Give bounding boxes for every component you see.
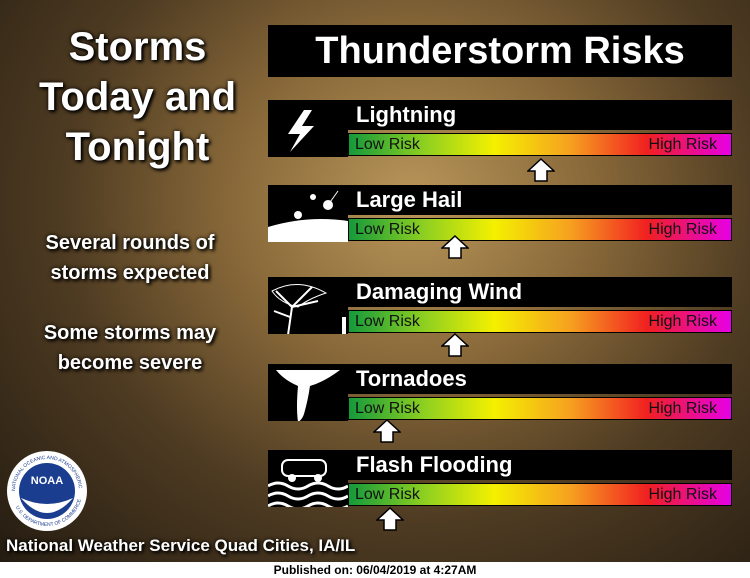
arrow-shape bbox=[375, 506, 405, 531]
low-label: Low Risk bbox=[355, 221, 420, 238]
risk-scale: Low Risk High Risk bbox=[348, 483, 732, 506]
icon-graphic bbox=[268, 190, 348, 243]
published: Published on: 06/04/2019 at 4:27AM bbox=[0, 562, 750, 578]
high-label: High Risk bbox=[648, 221, 717, 238]
arrow-shape bbox=[440, 332, 470, 357]
low-label: Low Risk bbox=[355, 400, 420, 417]
low-label: Low Risk bbox=[355, 136, 420, 153]
risk-scale: Low Risk High Risk bbox=[348, 397, 732, 420]
risk-label: Damaging Wind bbox=[348, 277, 732, 307]
heading-line: Tonight bbox=[65, 125, 210, 169]
low-label: Low Risk bbox=[355, 313, 420, 330]
risk-arrow bbox=[375, 506, 405, 531]
risk-label: Flash Flooding bbox=[348, 450, 732, 480]
risk-arrow bbox=[372, 418, 402, 443]
high-label: High Risk bbox=[648, 486, 717, 503]
heading: Storms Today and Tonight bbox=[10, 22, 265, 172]
risk-icon bbox=[268, 277, 348, 336]
high-label: High Risk bbox=[648, 136, 717, 153]
footer: National Weather Service Quad Cities, IA… bbox=[6, 536, 356, 555]
arrow-shape bbox=[440, 234, 470, 259]
notes: Several rounds of storms expected Some st… bbox=[25, 228, 235, 408]
high-label: High Risk bbox=[648, 313, 717, 330]
low-label: Low Risk bbox=[355, 486, 420, 503]
heading-line: Storms bbox=[68, 25, 207, 69]
note: Some storms may become severe bbox=[43, 322, 217, 374]
risk-icon bbox=[268, 185, 348, 243]
arrow-shape bbox=[526, 157, 556, 182]
risk-arrow bbox=[440, 332, 470, 357]
risk-arrow bbox=[526, 157, 556, 182]
icon-graphic bbox=[288, 110, 314, 152]
note: Several rounds of storms expected bbox=[45, 232, 215, 284]
risk-label: Lightning bbox=[348, 100, 732, 130]
risk-scale: Low Risk High Risk bbox=[348, 218, 732, 241]
risk-icon bbox=[267, 450, 349, 511]
risk-arrow bbox=[440, 234, 470, 259]
noaa-logo: NATIONAL OCEANIC AND ATMOSPHERIC ADMINIS… bbox=[4, 448, 87, 531]
risk-icon bbox=[268, 100, 348, 157]
risk-scale: Low Risk High Risk bbox=[348, 133, 732, 156]
icon-graphic bbox=[267, 459, 349, 511]
high-label: High Risk bbox=[648, 400, 717, 417]
icon-graphic bbox=[271, 284, 346, 336]
heading-line: Today and bbox=[38, 75, 237, 119]
logo-label: NOAA bbox=[31, 475, 63, 487]
risk-icon bbox=[268, 364, 348, 422]
risk-label: Tornadoes bbox=[348, 364, 732, 394]
risk-label: Large Hail bbox=[348, 185, 732, 215]
risk-scale: Low Risk High Risk bbox=[348, 310, 732, 333]
icon-graphic bbox=[276, 370, 340, 422]
arrow-shape bbox=[372, 418, 402, 443]
title: Thunderstorm Risks bbox=[268, 25, 732, 77]
